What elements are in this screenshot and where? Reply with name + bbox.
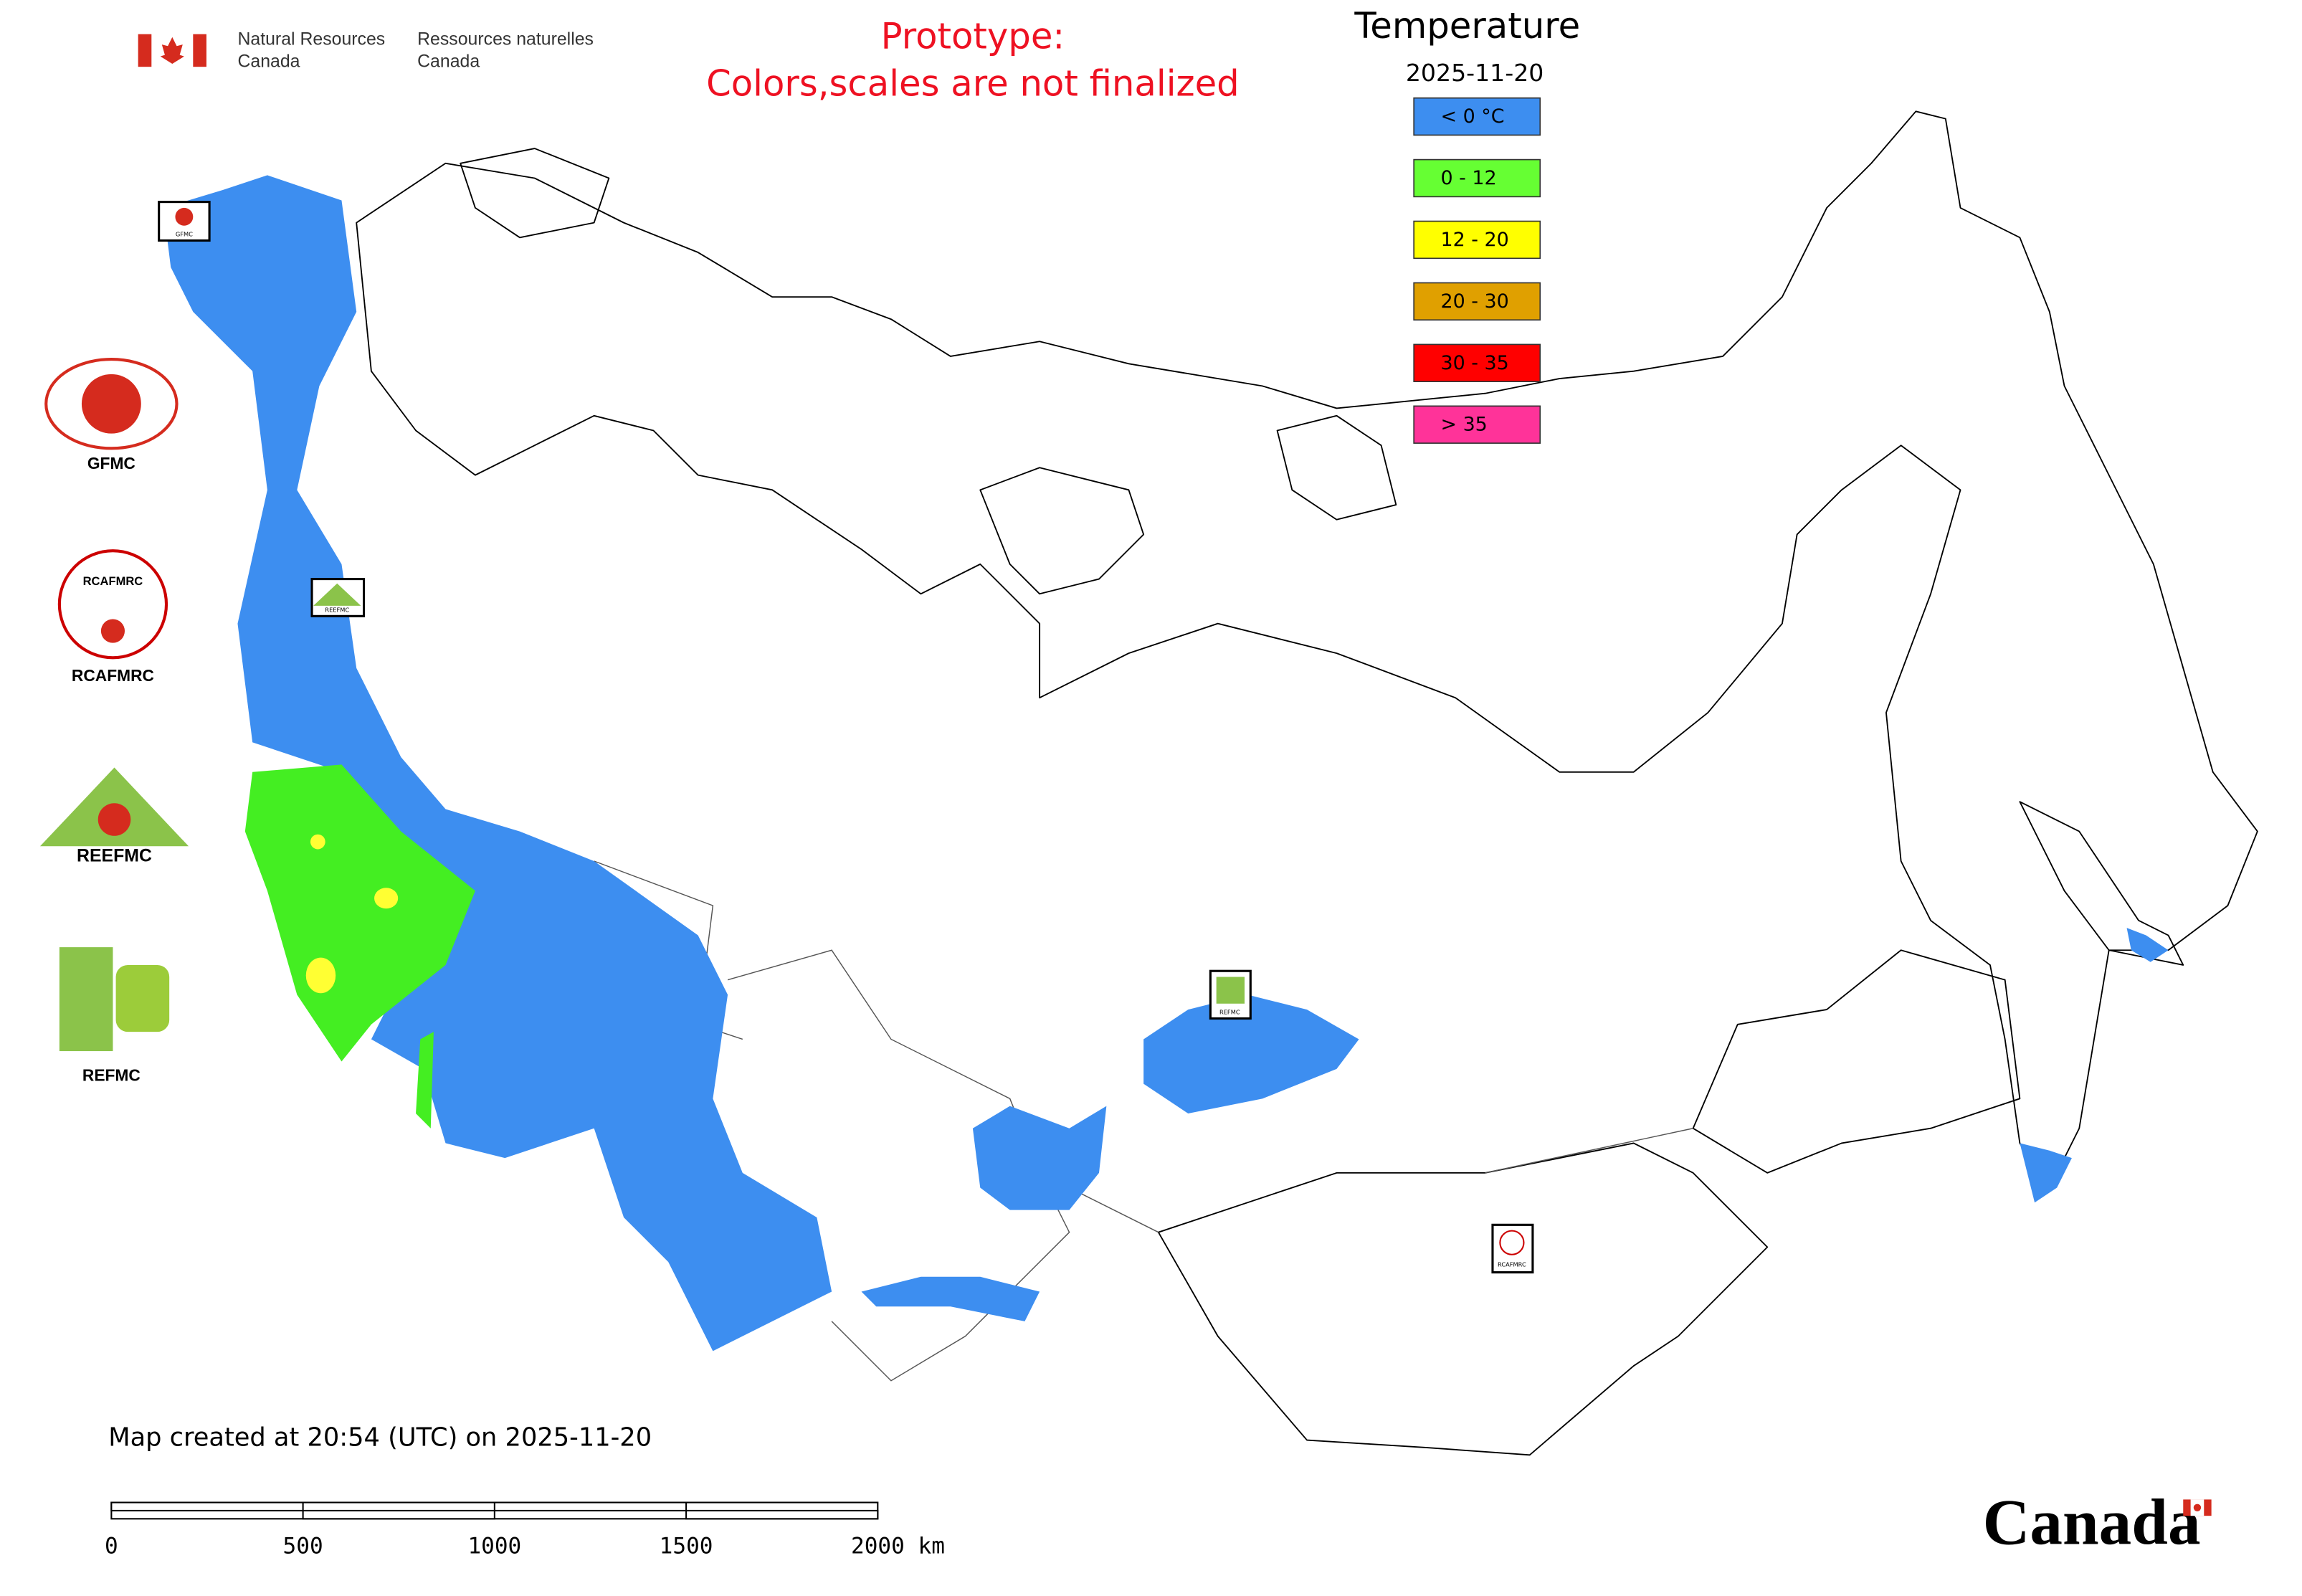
agency-fr: Canada: [417, 52, 480, 72]
partner-logos: GFMC RCAFMRC RCAFMRC REEFMC REFMC: [39, 358, 189, 1084]
logo-inner: REEFMC: [77, 846, 152, 865]
legend: < 0 °C 0 - 12 12 - 20 20 - 30 30 - 35 > 35: [1413, 97, 1541, 444]
legend-swatch: [1413, 282, 1541, 321]
scale-label: 1500: [660, 1534, 713, 1559]
legend-label: 12 - 20: [1440, 229, 1508, 251]
scale-label: 1000: [467, 1534, 521, 1559]
canada-wordmark: Canada: [1983, 1486, 2212, 1559]
nrcan-signature: Natural Resources Canada Ressources natu…: [138, 29, 594, 72]
legend-label: < 0 °C: [1440, 105, 1504, 128]
station-markers: GFMC REEFMC REFMC RCAFMRC: [158, 201, 1534, 1274]
legend-swatch: [1413, 405, 1541, 444]
created-note: Map created at 20:54 (UTC) on 2025-11-20: [108, 1423, 652, 1453]
legend-label: 20 - 30: [1440, 290, 1508, 313]
logo-inner: RCAFMRC: [83, 574, 143, 588]
legend-label: 30 - 35: [1440, 352, 1508, 374]
logo-label: REFMC: [82, 1065, 141, 1084]
legend-swatch: [1413, 220, 1541, 260]
agency-en: Canada: [237, 52, 300, 72]
marker-label: REEFMC: [325, 607, 349, 614]
legend-date: 2025-11-20: [1406, 59, 1544, 87]
agency-en: Natural Resources: [237, 29, 385, 49]
scale-segment: [493, 1501, 688, 1511]
legend-swatch: [1413, 158, 1541, 198]
legend-label: > 35: [1440, 414, 1487, 436]
wordmark: Canada: [1983, 1486, 2201, 1559]
marker-label: REFMC: [1219, 1009, 1240, 1016]
notice: Colors,scales are not finalized: [706, 63, 1240, 105]
scale-bar: 0 500 1000 1500 2000 km: [105, 1501, 945, 1559]
scale-segment: [685, 1509, 879, 1520]
legend-title: Temperature: [1354, 5, 1580, 47]
logo-label: RCAFMRC: [72, 666, 154, 685]
scale-segment: [302, 1509, 495, 1520]
marker-label: RCAFMRC: [1498, 1261, 1526, 1268]
notice: Prototype:: [881, 15, 1065, 57]
scale-segment: [110, 1501, 304, 1511]
legend-swatch: [1413, 97, 1541, 136]
marker-label: GFMC: [176, 231, 193, 238]
legend-label: 0 - 12: [1440, 167, 1496, 189]
logo-label: GFMC: [87, 454, 135, 472]
scale-label: 0: [105, 1534, 118, 1559]
map-shapes: [163, 110, 2258, 1456]
agency-fr: Ressources naturelles: [417, 29, 594, 49]
legend-swatch: [1413, 343, 1541, 382]
scale-label: 500: [283, 1534, 323, 1559]
scale-label: 2000 km: [851, 1534, 945, 1559]
